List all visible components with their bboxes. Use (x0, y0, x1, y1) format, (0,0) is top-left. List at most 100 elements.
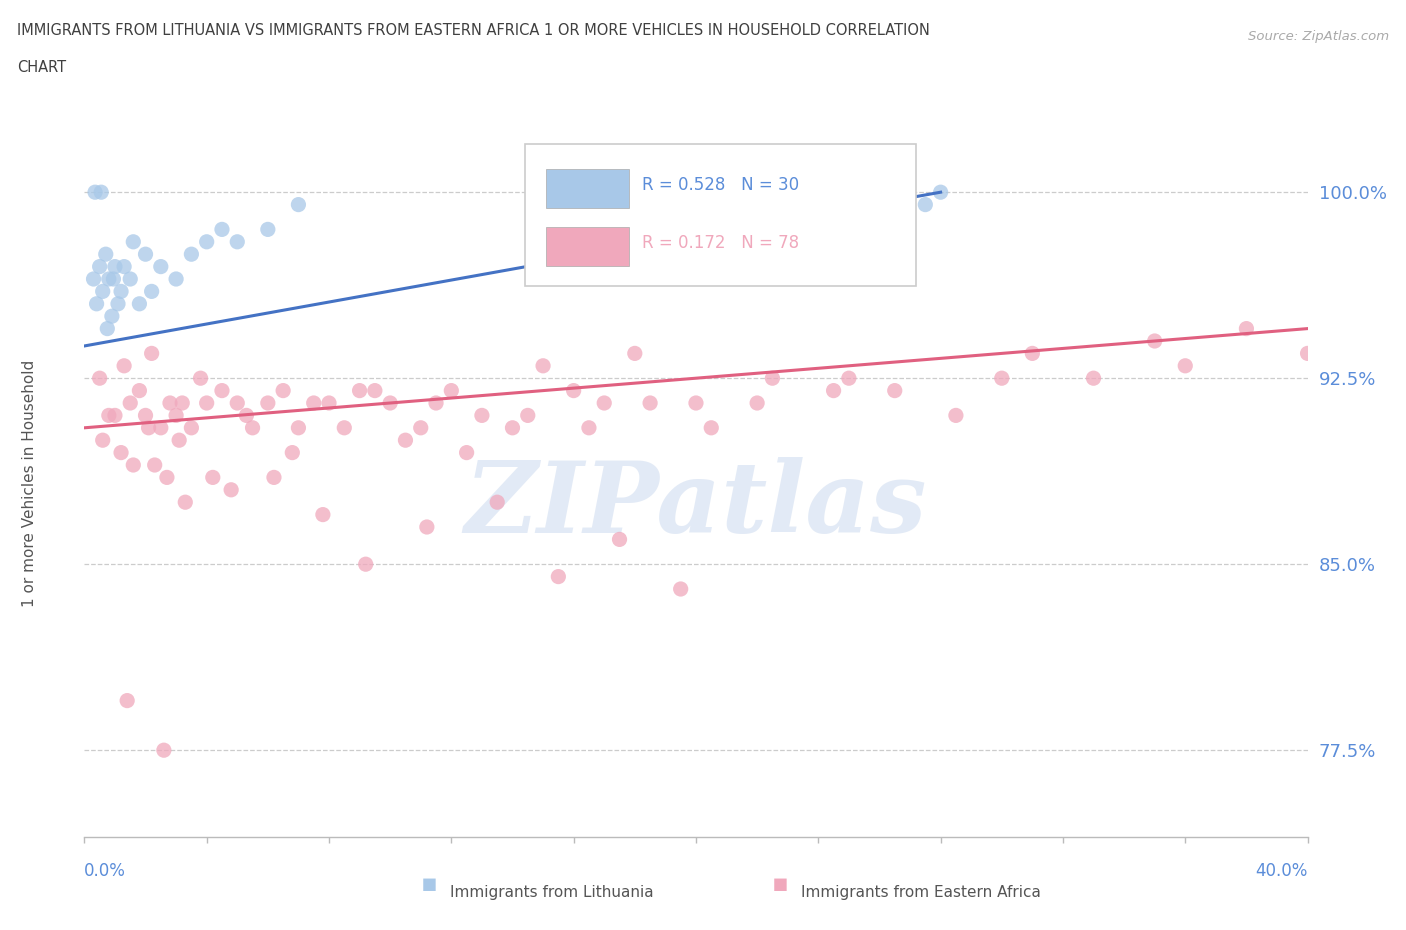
Point (165, 272, 187, 286)
Point (257, 222, 280, 237)
Point (425, 395, 447, 410)
Point (101, 309, 124, 324)
Point (107, 297, 129, 312)
Point (112, 259, 135, 274)
Point (547, 569, 569, 584)
Text: ▪: ▪ (420, 871, 437, 896)
Point (416, 520, 439, 535)
Point (135, 246, 157, 261)
Point (89, 371, 111, 386)
Point (91, 432, 114, 447)
Text: 40.0%: 40.0% (1256, 862, 1308, 880)
Point (929, 185, 952, 200)
Point (128, 383, 150, 398)
Point (195, 234, 218, 249)
Text: R = 0.528   N = 30: R = 0.528 N = 30 (641, 177, 799, 194)
Point (531, 358, 554, 373)
Point (104, 259, 127, 274)
Point (302, 395, 325, 410)
Point (486, 495, 509, 510)
Point (669, 581, 692, 596)
Point (195, 395, 218, 410)
Point (349, 383, 371, 398)
Point (219, 483, 242, 498)
Point (96, 321, 118, 336)
Point (838, 371, 860, 386)
Point (1174, 358, 1197, 373)
Text: ZIPatlas: ZIPatlas (465, 457, 927, 553)
Text: CHART: CHART (17, 60, 66, 75)
Point (685, 395, 707, 410)
Point (211, 383, 233, 398)
Point (84, 185, 107, 200)
Point (226, 234, 249, 249)
Point (97, 272, 120, 286)
Point (94, 246, 117, 261)
Point (945, 408, 967, 423)
Point (90, 185, 112, 200)
Point (86, 297, 108, 312)
Point (700, 420, 723, 435)
Point (271, 383, 294, 398)
Point (153, 743, 176, 758)
Point (165, 408, 187, 423)
Point (97, 408, 120, 423)
Point (226, 395, 249, 410)
Point (172, 395, 194, 410)
Point (1021, 346, 1043, 361)
Point (1143, 334, 1166, 349)
Point (364, 383, 387, 398)
Point (990, 371, 1012, 386)
Point (624, 346, 647, 361)
Text: ▪: ▪ (772, 871, 789, 896)
Point (394, 432, 416, 447)
Point (471, 408, 494, 423)
Point (180, 420, 202, 435)
Point (281, 445, 304, 460)
Point (211, 222, 233, 237)
Point (380, 395, 402, 410)
Point (103, 272, 125, 286)
Point (120, 395, 142, 410)
Text: Immigrants from Lithuania: Immigrants from Lithuania (450, 885, 654, 900)
FancyBboxPatch shape (524, 144, 917, 286)
Point (761, 371, 783, 386)
Point (112, 358, 135, 373)
Point (318, 395, 340, 410)
Point (122, 234, 145, 249)
Point (263, 470, 285, 485)
Text: 1 or more Vehicles in Household: 1 or more Vehicles in Household (22, 360, 37, 607)
Point (745, 395, 768, 410)
Point (333, 420, 356, 435)
Point (242, 420, 264, 435)
Point (156, 470, 179, 485)
Point (149, 259, 172, 274)
Point (138, 420, 160, 435)
Point (190, 371, 212, 386)
Point (122, 458, 145, 472)
Point (180, 246, 202, 261)
Point (159, 395, 181, 410)
Point (201, 470, 224, 485)
Point (91, 284, 114, 299)
Point (120, 272, 142, 286)
Point (354, 557, 377, 572)
Point (409, 420, 432, 435)
Point (167, 432, 190, 447)
Point (174, 495, 197, 510)
Text: Immigrants from Eastern Africa: Immigrants from Eastern Africa (801, 885, 1042, 900)
Point (312, 507, 335, 522)
Point (141, 346, 163, 361)
Point (149, 420, 172, 435)
Point (516, 408, 538, 423)
Point (883, 383, 905, 398)
Point (501, 420, 523, 435)
Point (235, 408, 257, 423)
Point (287, 197, 309, 212)
Point (638, 395, 661, 410)
Point (1234, 321, 1257, 336)
Text: 0.0%: 0.0% (84, 862, 127, 880)
Point (141, 284, 163, 299)
Text: R = 0.172   N = 78: R = 0.172 N = 78 (641, 234, 799, 252)
Point (593, 395, 616, 410)
